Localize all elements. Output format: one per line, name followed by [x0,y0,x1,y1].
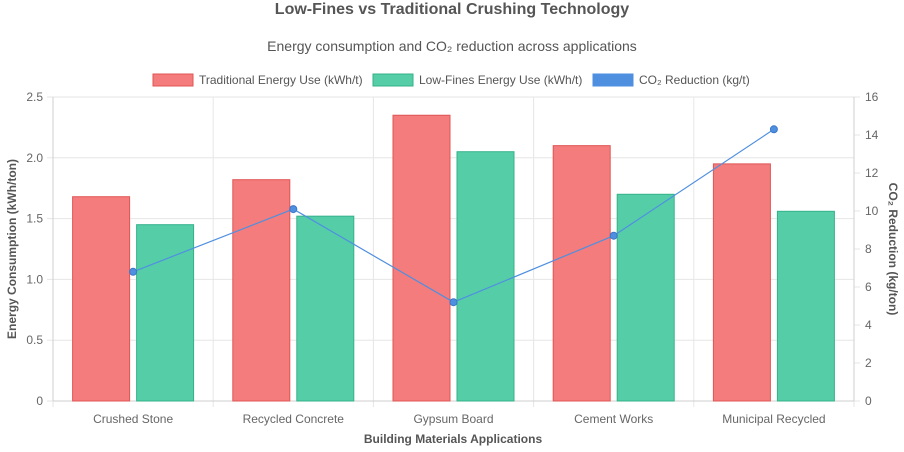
legend-label-low-fines: Low-Fines Energy Use (kWh/t) [419,73,582,87]
legend-swatch-traditional [152,73,194,87]
ticks: 0 0.5 1.0 1.5 2.0 2.5 0 2 4 6 8 10 12 14 16 Crushed Sto… [26,90,878,426]
bar-traditional[interactable] [232,179,291,402]
y2-tick-label: 8 [865,242,872,256]
y2-tick-label: 6 [865,280,872,294]
y2-tick-label: 16 [865,90,879,104]
chart-subtitle: Energy consumption and CO₂ reduction acr… [267,38,637,54]
co2-line-series [129,125,778,307]
bars [72,114,835,402]
x-tick-label: Crushed Stone [93,412,173,426]
y2-tick-label: 10 [865,204,879,218]
co2-point[interactable] [769,125,778,134]
y2-tick-label: 0 [865,394,872,408]
bar-traditional[interactable] [392,114,451,402]
legend: Traditional Energy Use (kWh/t) Low-Fines… [152,73,750,87]
legend-item-traditional[interactable]: Traditional Energy Use (kWh/t) [152,73,363,87]
y-tick-label: 1.0 [26,272,43,286]
legend-label-traditional: Traditional Energy Use (kWh/t) [199,73,363,87]
chart-title: Low-Fines vs Traditional Crushing Techno… [275,1,630,18]
x-tick-label: Recycled Concrete [243,412,345,426]
y-tick-label: 2.5 [26,90,43,104]
y2-axis-title: CO₂ Reduction (kg/ton) [886,183,900,316]
legend-label-co2: CO₂ Reduction (kg/t) [639,73,750,87]
bar-low-fines[interactable] [296,215,355,402]
bar-traditional[interactable] [712,163,771,402]
y2-tick-label: 12 [865,166,879,180]
y-axis-title: Energy Consumption (kWh/ton) [5,159,19,339]
co2-line [132,128,775,303]
legend-item-low-fines[interactable]: Low-Fines Energy Use (kWh/t) [372,73,582,87]
y-tick-label: 0.5 [26,333,43,347]
legend-item-co2[interactable]: CO₂ Reduction (kg/t) [592,73,750,87]
bar-low-fines[interactable] [456,151,515,402]
co2-point[interactable] [289,205,298,214]
y2-tick-label: 14 [865,128,879,142]
y-tick-label: 0 [36,394,43,408]
x-tick-label: Cement Works [574,412,653,426]
y-tick-label: 1.5 [26,212,43,226]
co2-point[interactable] [609,231,618,240]
x-tick-label: Municipal Recycled [722,412,825,426]
y2-tick-label: 2 [865,356,872,370]
co2-point[interactable] [129,267,138,276]
bar-low-fines[interactable] [136,224,195,402]
bar-traditional[interactable] [72,196,131,402]
bar-traditional[interactable] [552,145,611,402]
x-tick-label: Gypsum Board [413,412,493,426]
bar-low-fines[interactable] [616,193,675,402]
co2-point[interactable] [449,298,458,307]
legend-swatch-low-fines [372,73,414,87]
y-tick-label: 2.0 [26,151,43,165]
y2-tick-label: 4 [865,318,872,332]
legend-swatch-co2 [592,73,634,87]
x-axis-title: Building Materials Applications [364,432,543,446]
bar-low-fines[interactable] [776,210,835,402]
